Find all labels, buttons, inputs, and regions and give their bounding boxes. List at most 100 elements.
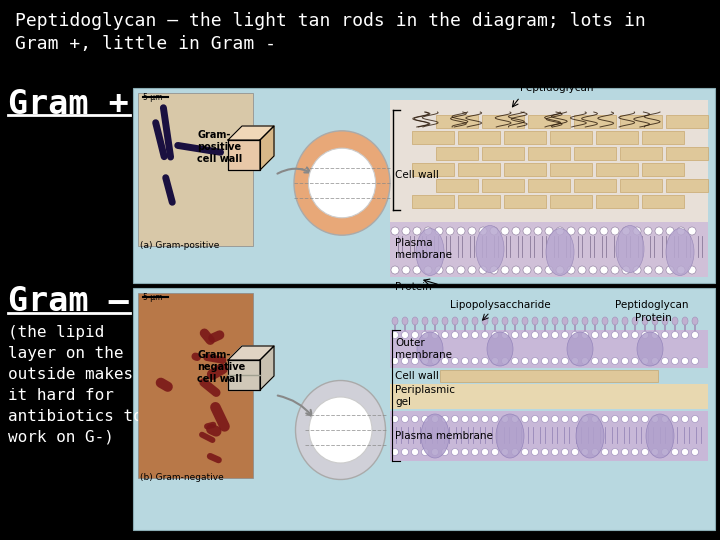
- Ellipse shape: [621, 357, 629, 364]
- Ellipse shape: [666, 228, 694, 275]
- Bar: [412, 195, 454, 208]
- Ellipse shape: [682, 332, 688, 339]
- Bar: [574, 115, 616, 128]
- Ellipse shape: [592, 449, 598, 456]
- Ellipse shape: [666, 266, 674, 274]
- Bar: [482, 147, 524, 160]
- Ellipse shape: [295, 381, 385, 480]
- Ellipse shape: [622, 266, 630, 274]
- Bar: [504, 131, 546, 144]
- Ellipse shape: [631, 357, 639, 364]
- Ellipse shape: [611, 449, 618, 456]
- Ellipse shape: [421, 415, 428, 422]
- Bar: [574, 147, 616, 160]
- Ellipse shape: [421, 357, 428, 364]
- Ellipse shape: [672, 449, 678, 456]
- Ellipse shape: [431, 332, 438, 339]
- Ellipse shape: [552, 357, 559, 364]
- Ellipse shape: [421, 414, 449, 458]
- Ellipse shape: [446, 227, 454, 235]
- Ellipse shape: [452, 317, 458, 325]
- Text: Peptidoglycan – the light tan rods in the diagram; lots in
Gram +, little in Gra: Peptidoglycan – the light tan rods in th…: [15, 12, 646, 53]
- Ellipse shape: [451, 357, 459, 364]
- Ellipse shape: [672, 415, 678, 422]
- Ellipse shape: [567, 332, 593, 366]
- Ellipse shape: [512, 317, 518, 325]
- Ellipse shape: [308, 148, 376, 218]
- Ellipse shape: [601, 449, 608, 456]
- Ellipse shape: [642, 332, 649, 339]
- Ellipse shape: [652, 357, 659, 364]
- Ellipse shape: [682, 415, 688, 422]
- Bar: [596, 131, 638, 144]
- Ellipse shape: [642, 449, 649, 456]
- Ellipse shape: [492, 317, 498, 325]
- Bar: [390, 100, 708, 275]
- Bar: [412, 163, 454, 176]
- Ellipse shape: [487, 332, 513, 366]
- Ellipse shape: [631, 332, 639, 339]
- Ellipse shape: [412, 415, 418, 422]
- FancyArrowPatch shape: [166, 178, 172, 202]
- Ellipse shape: [562, 317, 568, 325]
- Ellipse shape: [511, 449, 518, 456]
- Bar: [504, 195, 546, 208]
- Ellipse shape: [523, 227, 531, 235]
- Ellipse shape: [482, 415, 488, 422]
- Ellipse shape: [392, 332, 398, 339]
- Bar: [642, 131, 684, 144]
- Ellipse shape: [601, 332, 608, 339]
- Ellipse shape: [632, 317, 638, 325]
- Ellipse shape: [462, 317, 468, 325]
- FancyArrowPatch shape: [207, 357, 222, 360]
- Ellipse shape: [552, 317, 558, 325]
- Text: Gram +: Gram +: [8, 88, 129, 121]
- Ellipse shape: [402, 332, 408, 339]
- Ellipse shape: [589, 227, 597, 235]
- Ellipse shape: [446, 266, 454, 274]
- Ellipse shape: [672, 317, 678, 325]
- Text: Plasma membrane: Plasma membrane: [395, 431, 493, 441]
- Ellipse shape: [402, 415, 408, 422]
- Ellipse shape: [412, 317, 418, 325]
- Ellipse shape: [402, 357, 408, 364]
- Ellipse shape: [572, 449, 578, 456]
- Ellipse shape: [451, 415, 459, 422]
- Ellipse shape: [431, 357, 438, 364]
- Ellipse shape: [502, 415, 508, 422]
- Ellipse shape: [545, 266, 553, 274]
- Bar: [138, 293, 253, 478]
- Ellipse shape: [451, 332, 459, 339]
- Ellipse shape: [652, 317, 658, 325]
- Ellipse shape: [691, 449, 698, 456]
- Ellipse shape: [616, 226, 644, 273]
- Ellipse shape: [391, 266, 399, 274]
- Ellipse shape: [412, 357, 418, 364]
- Bar: [642, 163, 684, 176]
- Ellipse shape: [392, 449, 398, 456]
- Ellipse shape: [476, 226, 504, 273]
- Ellipse shape: [511, 357, 518, 364]
- Ellipse shape: [611, 415, 618, 422]
- Ellipse shape: [572, 357, 578, 364]
- Ellipse shape: [482, 317, 488, 325]
- Ellipse shape: [541, 357, 549, 364]
- Ellipse shape: [424, 266, 432, 274]
- Ellipse shape: [413, 227, 421, 235]
- Ellipse shape: [644, 266, 652, 274]
- Ellipse shape: [417, 332, 443, 366]
- Ellipse shape: [655, 227, 663, 235]
- Ellipse shape: [492, 357, 498, 364]
- Ellipse shape: [531, 357, 539, 364]
- Ellipse shape: [431, 415, 438, 422]
- Ellipse shape: [482, 449, 488, 456]
- Ellipse shape: [611, 227, 619, 235]
- Ellipse shape: [531, 415, 539, 422]
- Text: (the lipid
layer on the
outside makes
it hard for
antibiotics to
work on G-): (the lipid layer on the outside makes it…: [8, 325, 143, 445]
- Ellipse shape: [457, 227, 465, 235]
- Ellipse shape: [612, 317, 618, 325]
- Ellipse shape: [511, 415, 518, 422]
- Text: (a) Gram-positive: (a) Gram-positive: [140, 241, 220, 250]
- Ellipse shape: [621, 449, 629, 456]
- Ellipse shape: [402, 227, 410, 235]
